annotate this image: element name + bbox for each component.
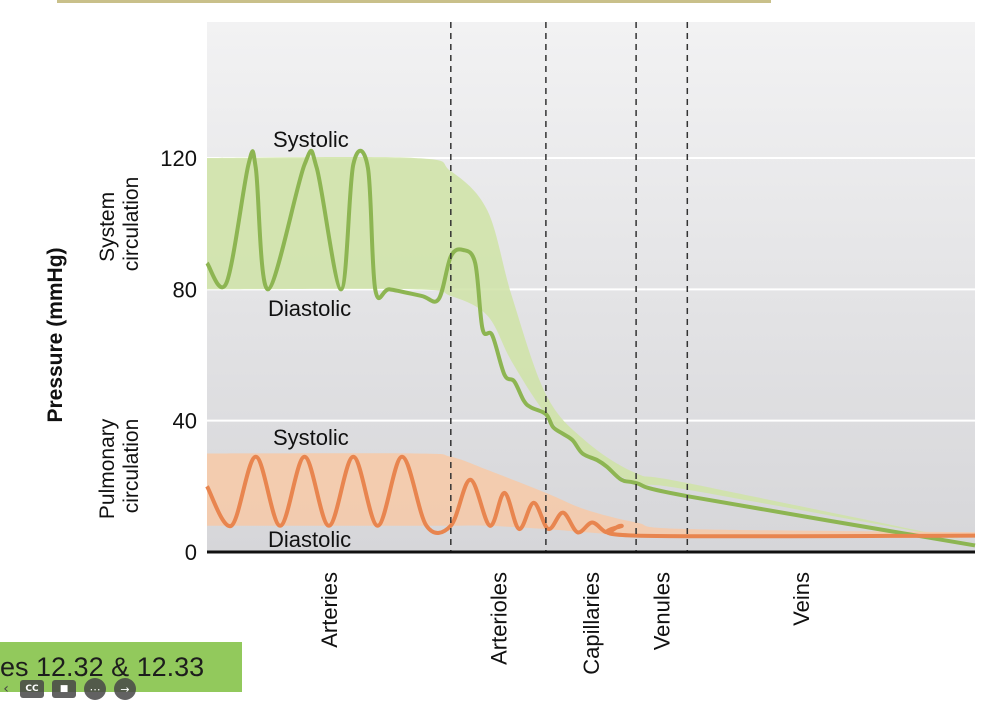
segment-label-arterioles: Arterioles	[486, 572, 511, 665]
segment-label-capillaries: Capillaries	[579, 572, 604, 675]
systemic-pressure-band	[207, 157, 975, 543]
y-tick-label: 0	[185, 540, 197, 565]
segment-label-venules: Venules	[650, 572, 675, 650]
annotation-pulmonary-diastolic: Diastolic	[268, 527, 351, 552]
more-options-button[interactable]: ⋯	[84, 678, 106, 700]
annotation-pulmonary-systolic: Systolic	[273, 425, 349, 450]
group-label-systemic: System circulation	[96, 177, 143, 272]
closed-captions-button[interactable]: CC	[20, 680, 44, 698]
group-label-pulmonary: Pulmonary circulation	[96, 413, 143, 519]
y-axis-title: Pressure (mmHg)	[44, 247, 67, 422]
systemic-pressure-trace	[205, 148, 976, 548]
segment-label-veins: Veins	[789, 572, 814, 626]
annotation-systemic-diastolic: Diastolic	[268, 296, 351, 321]
annotation-systemic-systolic: Systolic	[273, 127, 349, 152]
pulmonary-pressure-band	[207, 453, 975, 536]
pulmonary-pressure-trace	[205, 454, 976, 539]
y-tick-label: 80	[173, 277, 197, 302]
player-controls: ‹ CC ■ ⋯ →	[0, 676, 170, 702]
y-tick-label: 40	[173, 409, 197, 434]
next-arrow-button[interactable]: →	[114, 678, 136, 700]
top-rule	[57, 0, 771, 3]
segment-label-arteries: Arteries	[317, 572, 342, 648]
caret-left-icon[interactable]: ‹	[3, 681, 9, 697]
y-tick-label: 120	[160, 146, 197, 171]
camera-icon[interactable]: ■	[52, 680, 76, 698]
